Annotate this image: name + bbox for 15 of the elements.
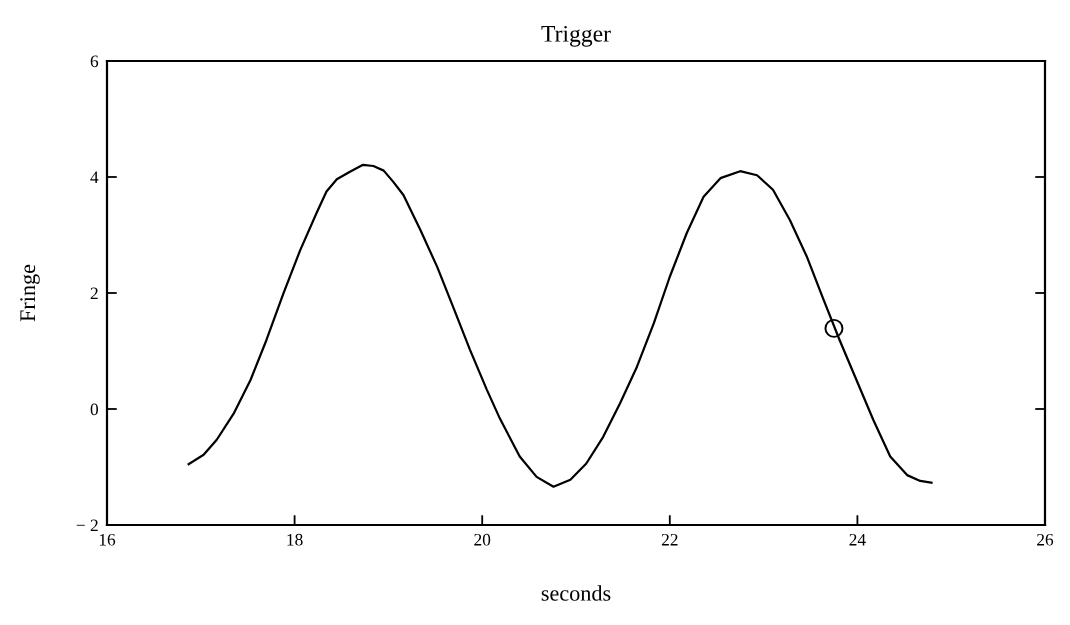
y-tick-label: 2 xyxy=(90,287,98,300)
x-tick-label: 26 xyxy=(1037,533,1054,546)
chart-title: Trigger xyxy=(541,25,611,47)
y-axis-title: Fringe xyxy=(20,264,40,322)
x-tick-label: 20 xyxy=(474,533,491,546)
y-tick-label: − 2 xyxy=(76,519,98,532)
y-tick-label: 4 xyxy=(90,171,99,184)
line-series xyxy=(187,163,933,488)
x-axis-title: seconds xyxy=(541,585,611,601)
x-tick-label: 18 xyxy=(287,533,303,546)
x-tick-label: 16 xyxy=(99,533,116,546)
x-tick-label: 24 xyxy=(849,533,866,546)
x-tick-label: 22 xyxy=(661,533,678,546)
y-tick-label: 0 xyxy=(90,403,98,416)
y-tick-label: 6 xyxy=(90,55,99,68)
